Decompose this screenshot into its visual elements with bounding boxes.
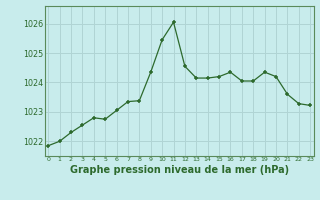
X-axis label: Graphe pression niveau de la mer (hPa): Graphe pression niveau de la mer (hPa) [70, 165, 289, 175]
